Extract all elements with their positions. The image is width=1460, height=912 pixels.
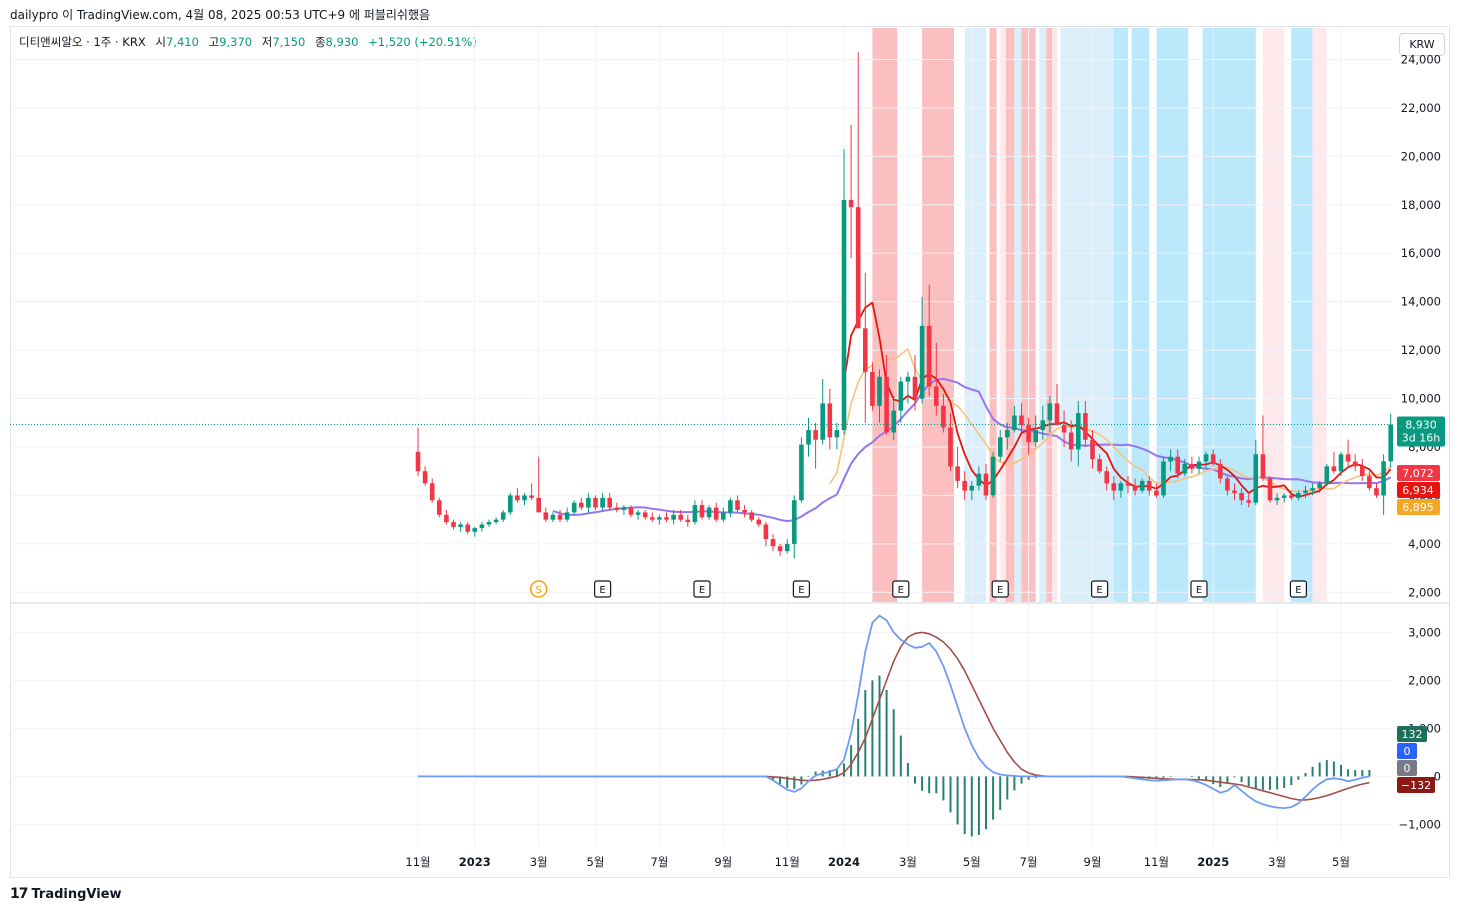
chart-frame xyxy=(10,26,1450,878)
open-value: 7,410 xyxy=(165,35,199,49)
high-label: 고 xyxy=(208,35,220,49)
publisher-line: dailypro 이 TradingView.com, 4월 08, 2025 … xyxy=(10,8,431,22)
currency-button[interactable]: KRW xyxy=(1399,33,1445,56)
low-value: 7,150 xyxy=(272,35,306,49)
symbol-name[interactable]: 디티앤씨알오 · 1주 · KRX xyxy=(19,35,146,49)
footer-brand: TradingView xyxy=(31,886,122,902)
open-label: 시 xyxy=(155,35,166,49)
low-label: 저 xyxy=(261,35,273,49)
symbol-legend: 디티앤씨알오 · 1주 · KRX 시7,410 고9,370 저7,150 종… xyxy=(19,34,477,50)
close-label: 종 xyxy=(314,35,326,49)
change-value: +1,520 (+20.51%) xyxy=(368,35,477,49)
tradingview-footer[interactable]: 𝟭𝟳 TradingView xyxy=(10,886,122,902)
tradingview-logo-icon: 𝟭𝟳 xyxy=(10,886,29,902)
close-value: 8,930 xyxy=(325,35,359,49)
high-value: 9,370 xyxy=(219,35,253,49)
